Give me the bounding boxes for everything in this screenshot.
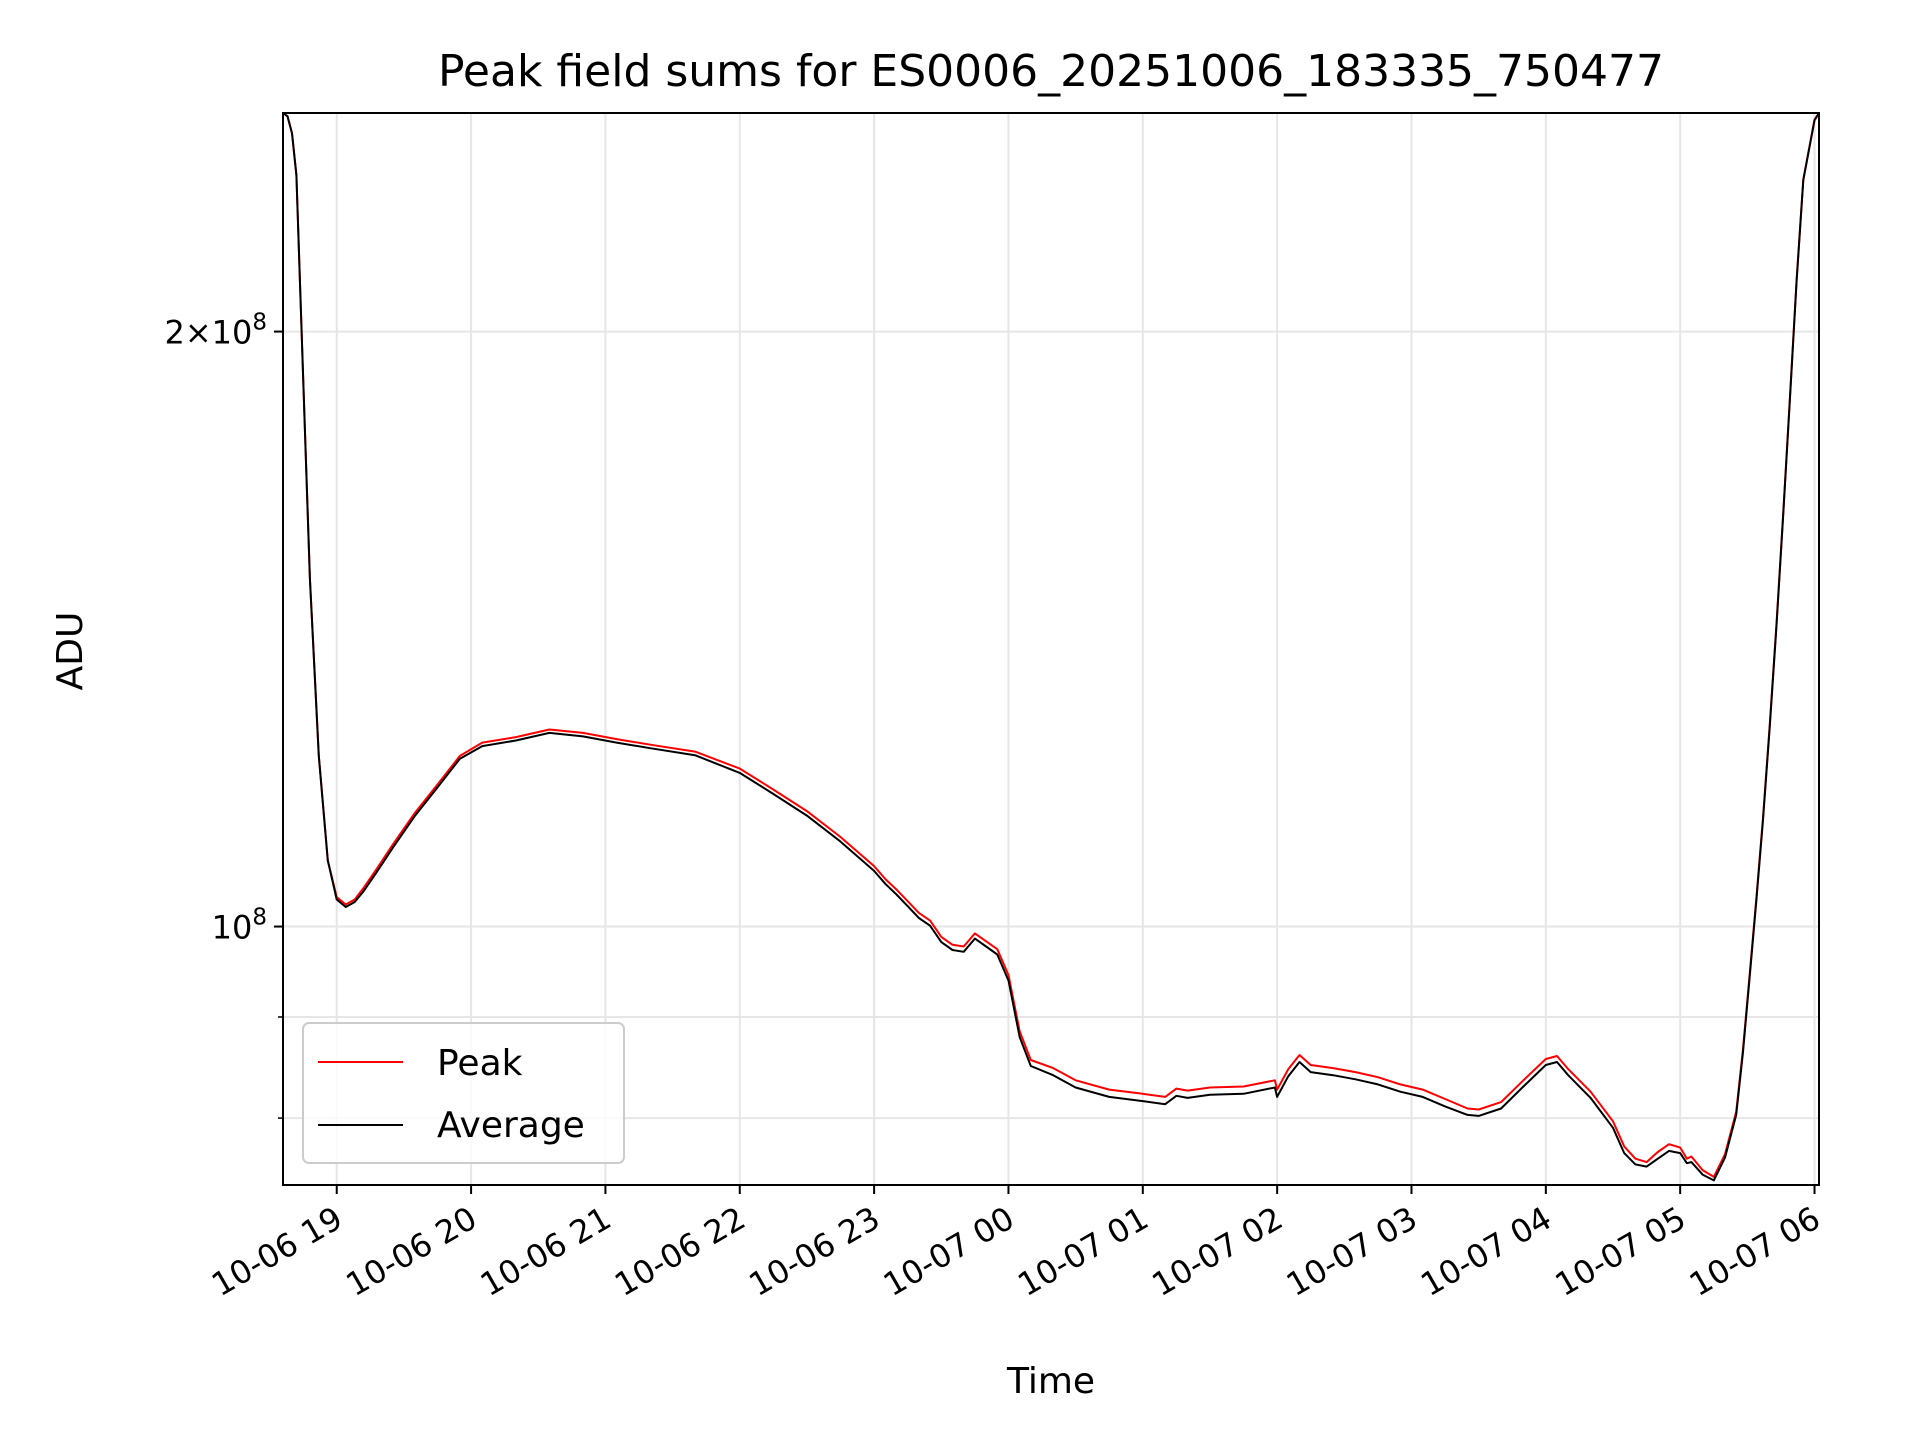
legend-label-peak: Peak [437, 1043, 523, 1084]
plot-frame [282, 112, 1820, 1186]
series-line-average [282, 112, 1820, 1182]
y-tick-label: 108 [212, 905, 267, 947]
x-axis-label: Time [1006, 1361, 1095, 1402]
y-tick-label: 2×108 [164, 310, 267, 352]
y-axis: 108 2×108 [164, 310, 283, 1119]
series-line-peak [282, 112, 1820, 1178]
chart-title: Peak field sums for ES0006_20251006_1833… [438, 46, 1664, 97]
series-layer [282, 112, 1820, 1182]
legend-box [302, 1022, 625, 1164]
grid [283, 113, 1819, 1185]
legend-label-average: Average [437, 1105, 585, 1146]
legend: Peak Average [302, 1022, 625, 1164]
y-axis-label: ADU [50, 612, 91, 691]
